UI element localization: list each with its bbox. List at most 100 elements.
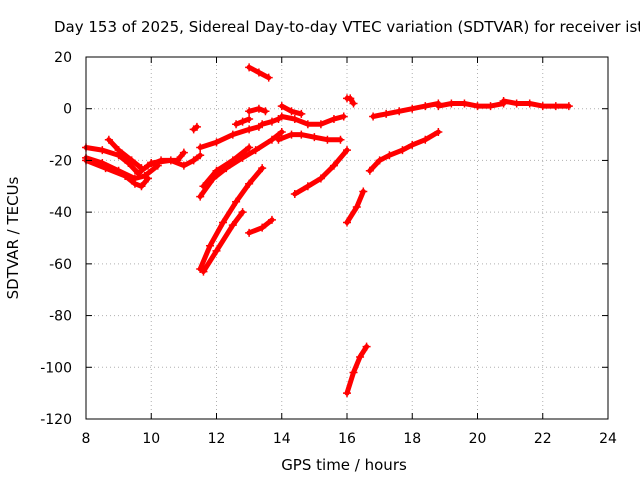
data-point [127,156,136,165]
data-point [264,73,273,82]
data-point [349,368,358,377]
y-tick-label: -60 [49,257,72,273]
series-track-17 [277,112,348,129]
data-point [245,115,254,124]
data-point [346,94,355,103]
series-track-20 [277,102,306,118]
y-tick-label: -100 [40,360,72,376]
data-point [398,146,407,155]
series-line [197,165,265,272]
data-point [538,102,547,111]
data-point [369,112,378,121]
data-point [362,342,371,351]
y-axis-title: SDTVAR / TECUs [4,176,22,299]
data-point [104,135,113,144]
data-point [277,112,286,121]
data-point [143,174,152,183]
series-track-6 [189,122,201,134]
series-line [367,129,441,174]
x-tick-label: 18 [403,431,421,447]
data-point [238,117,247,126]
data-point [303,182,312,191]
data-point [254,68,263,77]
data-point [339,112,348,121]
data-point [352,202,361,211]
data-point [277,127,286,136]
data-point [238,153,247,162]
data-point [245,125,254,134]
series-track-25 [369,99,443,121]
data-point [343,146,351,155]
series-track-21 [343,94,358,108]
data-point [343,218,351,227]
data-point [238,208,247,217]
data-point [343,389,351,398]
data-point [101,164,110,173]
data-point [114,146,123,155]
x-tick-label: 8 [82,431,91,447]
series-line [246,217,275,236]
data-point [336,135,345,144]
data-point [512,99,521,108]
data-point [385,151,394,160]
data-point [486,102,495,111]
x-tick-label: 16 [338,431,356,447]
y-tick-label: 0 [63,102,72,118]
data-point [359,187,368,196]
data-point [303,120,312,129]
series-track-4 [104,135,146,173]
data-point [245,63,254,72]
data-point [290,115,299,124]
data-point [287,107,296,116]
data-point [421,102,430,111]
data-point [310,133,319,142]
data-point [473,102,482,111]
y-tick-label: -20 [49,153,72,169]
series-line [200,209,246,275]
data-point [192,122,201,131]
data-point [564,102,573,111]
data-point [460,99,469,108]
series-track-18 [274,130,345,144]
data-point [329,161,338,170]
y-tick-label: -40 [49,205,72,221]
series-track-5 [147,151,205,170]
data-point [316,174,325,183]
data-point [205,241,214,250]
y-tick-label: -120 [40,412,72,428]
series-track-16 [245,215,276,237]
data-point [290,190,299,199]
data-point [434,127,443,136]
grid [86,57,608,419]
data-point [228,221,237,230]
data-point [245,143,254,152]
data-point [274,135,283,144]
data-point [375,156,384,165]
data-point [196,151,205,160]
data-point [189,156,198,165]
data-point [408,140,417,149]
series-line [83,157,151,189]
data-point [245,228,254,237]
data-point [228,130,237,139]
data-point [329,115,338,124]
data-series [82,63,573,398]
series-track-22 [343,187,368,227]
data-point [277,102,286,111]
x-tick-label: 20 [469,431,487,447]
data-point [245,107,254,116]
series-track-11 [258,115,283,129]
x-tick-label: 22 [534,431,552,447]
data-point [323,135,332,144]
x-tick-label: 12 [208,431,226,447]
data-point [196,192,205,201]
series-line [106,137,144,171]
data-point [166,156,175,165]
x-tick-label: 24 [599,431,617,447]
y-tick-label: -80 [49,309,72,325]
series-track-23 [343,342,371,398]
data-point [261,107,270,116]
series-track-15 [199,208,247,276]
data-point [130,179,139,188]
data-point [98,146,107,155]
